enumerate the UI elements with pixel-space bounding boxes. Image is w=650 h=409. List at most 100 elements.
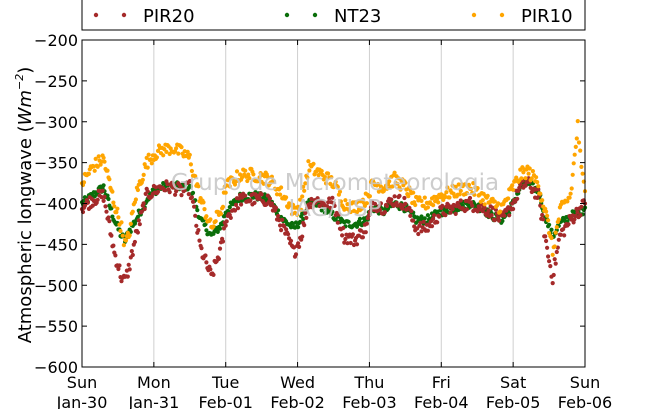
data-point [486, 208, 491, 213]
data-point [310, 205, 315, 210]
data-point [304, 215, 309, 220]
data-point [335, 220, 340, 225]
data-point [190, 199, 196, 204]
y-tick-label: −350 [34, 154, 78, 173]
data-point [457, 192, 462, 197]
legend-marker-pir10-a [471, 12, 477, 18]
data-point [390, 184, 395, 189]
data-point [500, 218, 505, 224]
data-point [164, 149, 169, 154]
data-point [402, 195, 407, 201]
data-point [173, 192, 178, 197]
data-point [208, 267, 213, 272]
data-point [119, 220, 124, 225]
data-point [155, 148, 161, 153]
data-point [311, 161, 316, 166]
data-point [265, 174, 270, 180]
data-point [547, 259, 552, 264]
data-point [233, 202, 239, 207]
data-point [296, 241, 301, 246]
data-point [510, 183, 515, 188]
data-point [346, 219, 351, 224]
data-point [202, 207, 207, 212]
data-point [363, 230, 368, 235]
data-point [413, 202, 418, 208]
data-point [364, 221, 369, 226]
x-tick-label-day: Tue [211, 373, 239, 392]
data-point [199, 246, 204, 251]
legend-label-pir20: PIR20 [143, 6, 195, 27]
data-point [523, 176, 528, 181]
data-point [507, 213, 512, 218]
data-point [213, 219, 218, 224]
data-point [480, 198, 485, 203]
data-point [550, 252, 555, 257]
data-point [360, 235, 365, 240]
data-point [269, 174, 274, 179]
data-point [464, 207, 469, 212]
data-point [579, 164, 584, 169]
data-point [422, 216, 427, 221]
data-point [398, 187, 403, 192]
data-point [179, 145, 184, 150]
data-point [327, 196, 332, 201]
x-tick-label-date: Jan-30 [56, 393, 108, 409]
series-pir10 [79, 119, 588, 257]
data-point [458, 198, 463, 203]
data-point [378, 201, 383, 206]
data-point [85, 200, 90, 205]
data-point [425, 228, 430, 233]
y-axis: −600 −550 −500 −450 −400 −350 −300 −250 −200 [34, 31, 585, 377]
data-point [482, 205, 487, 210]
data-point [544, 209, 549, 214]
data-point [471, 181, 476, 186]
data-point [269, 201, 274, 206]
data-point [118, 228, 123, 234]
data-point [437, 214, 442, 219]
data-point [419, 229, 424, 234]
data-point [569, 186, 574, 191]
data-point [230, 176, 235, 181]
data-point [323, 181, 329, 186]
data-point [185, 149, 190, 154]
y-axis-label-exponent: −2 [13, 74, 26, 90]
x-tick-label-day: Sun [570, 373, 600, 392]
data-point [392, 170, 397, 175]
legend-marker-pir10-b [499, 12, 505, 18]
data-point [561, 227, 566, 232]
data-point [338, 199, 344, 204]
data-point [551, 272, 556, 278]
data-point [322, 175, 327, 180]
y-tick-label: −250 [34, 72, 78, 91]
legend-entry-nt23: NT23 [284, 6, 381, 27]
data-point [95, 197, 100, 202]
data-point [527, 166, 532, 171]
series-pir20 [79, 176, 588, 286]
data-point [367, 194, 372, 199]
data-point [431, 203, 436, 208]
data-point [475, 186, 480, 191]
data-point [534, 175, 539, 180]
data-point [497, 218, 502, 223]
data-point [422, 195, 427, 200]
x-tick-label-day: Wed [280, 373, 315, 392]
data-point [377, 207, 382, 212]
data-point [155, 189, 161, 194]
data-point [467, 195, 473, 201]
data-point [549, 227, 554, 232]
data-point [416, 231, 421, 237]
data-point [187, 179, 192, 184]
data-point [330, 195, 335, 200]
data-point [99, 159, 104, 164]
data-point [482, 202, 487, 207]
data-point [541, 217, 546, 222]
data-point [448, 210, 453, 215]
data-point [333, 179, 338, 184]
data-point [562, 233, 567, 238]
data-point [354, 242, 360, 247]
data-point [204, 228, 209, 233]
data-point [453, 184, 458, 189]
data-point [208, 217, 213, 222]
x-tick-label-date: Feb-05 [486, 393, 540, 409]
